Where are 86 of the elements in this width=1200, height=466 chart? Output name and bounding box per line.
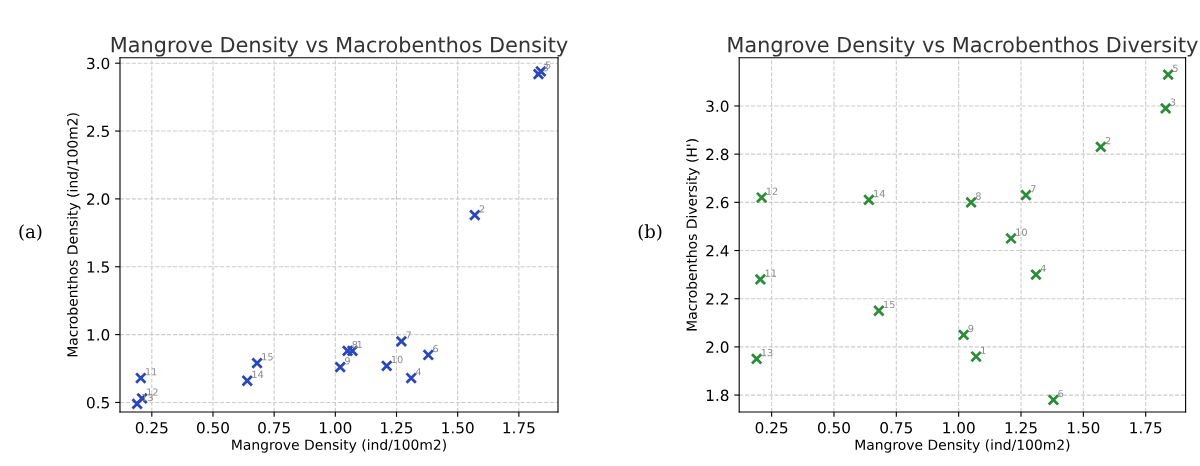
- point: [754, 273, 767, 286]
- annotation: 10: [391, 355, 403, 364]
- y-tick-label: 2.2: [706, 293, 728, 305]
- point: [755, 191, 768, 204]
- x-tick-label: 0.25: [135, 421, 168, 434]
- point: [1004, 232, 1018, 245]
- x-tick-label: 1.50: [442, 421, 474, 434]
- point: [750, 352, 763, 365]
- annotation: 9: [345, 357, 350, 365]
- annotation: 4: [1040, 264, 1046, 272]
- annotation: 14: [252, 370, 264, 378]
- point: [395, 335, 408, 348]
- annotation: 1: [357, 341, 362, 349]
- x-tick-label: 1.25: [1005, 421, 1037, 434]
- y-tick-label: 2.0: [87, 193, 110, 205]
- point: [970, 350, 983, 363]
- annotation: 13: [761, 348, 773, 357]
- chart-title: Mangrove Density vs Macrobenthos Density: [111, 36, 568, 57]
- annotation: 2: [1105, 136, 1111, 145]
- annotation: 3: [1170, 98, 1176, 106]
- point: [965, 196, 978, 209]
- point: [468, 209, 481, 222]
- y-tick-label: 1.5: [87, 261, 109, 273]
- y-tick-label: 2.8: [706, 148, 729, 161]
- point: [1047, 393, 1060, 406]
- x-axis-title: Mangrove Density (ind/100m2): [855, 439, 1070, 453]
- point: [872, 304, 885, 317]
- annotation: 1: [981, 346, 986, 354]
- y-tick-label: 1.8: [706, 389, 729, 402]
- y-axis-title: Macrobenthos Density (ind/100m2): [66, 113, 81, 357]
- annotation: 6: [1058, 389, 1064, 398]
- text: (a): [19, 224, 42, 241]
- point: [380, 359, 393, 372]
- annotation: 2: [479, 205, 485, 213]
- annotation: 15: [884, 300, 895, 309]
- annotation: 7: [1030, 185, 1036, 193]
- point: [957, 328, 970, 341]
- annotation: 15: [262, 353, 273, 361]
- x-tick-label: 1.00: [943, 421, 975, 434]
- y-tick-label: 2.6: [706, 196, 729, 209]
- x-tick-label: 0.75: [258, 421, 290, 434]
- y-tick-label: 2.5: [87, 125, 109, 138]
- x-tick-label: 1.25: [381, 421, 413, 434]
- y-axis-title: Macrobenthos Diversity (H'): [686, 139, 700, 331]
- point: [131, 397, 144, 410]
- point: [1019, 189, 1033, 202]
- annotation: 4: [415, 368, 421, 376]
- text: (b): [638, 224, 662, 241]
- x-axis-title: Mangrove Density (ind/100m2): [232, 439, 446, 453]
- annotation: 14: [874, 190, 885, 198]
- y-tick-label: 0.5: [86, 396, 109, 409]
- x-tick-label: 1.00: [320, 421, 352, 434]
- x-tick-label: 1.75: [503, 422, 535, 434]
- annotation: 3: [543, 64, 548, 72]
- point: [134, 371, 147, 385]
- annotation: 10: [1016, 228, 1027, 236]
- annotation: 5: [545, 61, 551, 69]
- annotation: 11: [765, 269, 777, 277]
- annotation: 7: [406, 331, 411, 339]
- y-tick-label: 2.4: [706, 244, 729, 257]
- x-tick-label: 1.50: [1068, 421, 1100, 434]
- annotation: 5: [1173, 64, 1178, 73]
- point: [862, 193, 875, 206]
- x-tick-label: 1.75: [1130, 422, 1162, 434]
- annotation: 11: [146, 368, 157, 376]
- point: [1159, 102, 1172, 115]
- point: [405, 371, 418, 385]
- y-tick-label: 3.0: [87, 57, 110, 70]
- point: [1094, 140, 1107, 153]
- point: [334, 361, 347, 374]
- point: [241, 374, 254, 387]
- x-tick-label: 0.50: [817, 421, 850, 434]
- annotation: 9: [968, 324, 974, 333]
- annotation: 12: [766, 187, 778, 195]
- y-tick-label: 1.0: [87, 329, 110, 341]
- point: [1162, 68, 1175, 81]
- x-tick-label: 0.25: [755, 421, 788, 434]
- x-tick-label: 0.50: [196, 421, 229, 434]
- chart-title: Mangrove Density vs Macrobenthos Diversity: [728, 36, 1198, 57]
- annotation: 8: [975, 192, 981, 200]
- point: [250, 357, 264, 370]
- y-tick-label: 2.0: [706, 341, 729, 353]
- x-tick-label: 0.75: [880, 421, 912, 434]
- point: [422, 348, 435, 361]
- y-tick-label: 3.0: [706, 100, 729, 112]
- annotation: 6: [433, 344, 439, 353]
